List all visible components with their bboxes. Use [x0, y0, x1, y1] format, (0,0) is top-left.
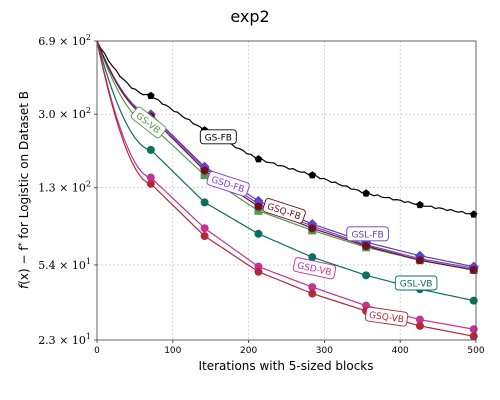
series-label-gs-vb: GS-VB	[130, 106, 167, 139]
x-tick-label: 300	[316, 346, 333, 356]
series-label-gsd-fb: GSD-FB	[206, 171, 250, 197]
series-line-gsl-fb	[96, 40, 474, 268]
data-point-gsq-vb	[200, 232, 209, 241]
data-point-gsl-vb	[308, 253, 317, 262]
series-line-gsq-fb	[96, 40, 474, 271]
series-label-box	[262, 198, 306, 224]
series-markers	[145, 91, 479, 341]
series-label-box	[199, 129, 237, 145]
data-point-gsq-fb	[254, 202, 263, 211]
series-label-text: GSL-VB	[400, 280, 433, 290]
data-point-gs-fb	[416, 200, 424, 209]
data-point-gsd-vb	[146, 173, 155, 182]
x-tick-label: 500	[467, 346, 484, 356]
y-axis-label-rest: for Logistic on Dataset B	[17, 91, 31, 242]
y-tick-exponent: 1	[86, 332, 91, 341]
y-axis-label-star: *	[17, 242, 26, 246]
data-point-gsl-vb	[362, 271, 371, 280]
y-tick-label: 1.3 × 102	[38, 180, 91, 195]
data-point-gsd-vb	[200, 224, 209, 233]
y-tick-times: × 10	[56, 259, 86, 272]
data-point-gsl-vb	[146, 145, 155, 154]
chart-title: exp2	[230, 7, 269, 26]
data-point-gsq-vb	[415, 321, 424, 330]
series-label-gsq-vb: GSQ-VB	[364, 306, 409, 327]
series-label-box	[130, 106, 167, 139]
x-tick-label: 400	[392, 346, 409, 356]
data-point-gsq-fb	[362, 242, 371, 251]
x-axis-label: Iterations with 5-sized blocks	[199, 359, 374, 373]
y-tick-times: × 10	[56, 334, 86, 347]
y-tick-mantissa: 6.9	[38, 35, 56, 48]
series-label-box	[364, 306, 409, 327]
y-tick-label: 6.9 × 102	[38, 33, 91, 48]
data-point-gsd-vb	[308, 283, 317, 292]
series-line-gsq-vb	[96, 40, 474, 337]
y-tick-label: 3.0 × 102	[38, 106, 91, 121]
data-point-gs-vb	[254, 206, 263, 215]
series-label-gs-fb: GS-FB	[199, 129, 237, 145]
plot-frame	[96, 40, 477, 341]
data-point-gs-fb	[147, 91, 155, 99]
series-label-text: GSQ-VB	[368, 311, 404, 326]
series-label-box	[394, 275, 438, 291]
series-line-gs-fb	[96, 40, 474, 215]
series-label-text: GS-FB	[205, 133, 232, 143]
data-point-gsq-fb	[469, 265, 478, 274]
data-point-gs-fb	[254, 155, 263, 163]
y-tick-exponent: 2	[86, 33, 91, 42]
data-point-gsq-vb	[254, 267, 263, 276]
data-point-gsq-fb	[308, 224, 317, 233]
y-axis-label-f: f	[17, 283, 31, 289]
y-axis-label: f(x) − f* for Logistic on Dataset B	[17, 91, 32, 289]
data-point-gsq-fb	[415, 256, 424, 265]
x-axis-ticks: 0 100 200 300 400 500	[94, 340, 485, 356]
data-point-gsq-vb	[146, 179, 155, 188]
y-tick-mantissa: 1.3	[38, 182, 56, 195]
data-point-gsd-vb	[415, 315, 424, 324]
data-point-gsl-vb	[254, 229, 263, 238]
x-tick-label: 200	[240, 346, 257, 356]
y-tick-mantissa: 3.0	[38, 108, 56, 121]
series-label-gsl-vb: GSL-VB	[394, 275, 438, 291]
data-point-gs-vb	[200, 171, 209, 180]
series-label-text: GSL-FB	[352, 230, 384, 240]
y-tick-label: 2.3 × 101	[38, 332, 91, 347]
series-line-gsd-vb	[96, 40, 474, 330]
y-tick-times: × 10	[56, 182, 86, 195]
y-tick-exponent: 2	[86, 180, 91, 189]
series-labels: GS-FBGS-VBGSL-FBGSD-FBGSQ-FBGSL-VBGSD-VB…	[130, 106, 438, 327]
series-label-box	[206, 171, 250, 197]
y-tick-exponent: 2	[86, 106, 91, 115]
y-tick-mantissa: 2.3	[38, 334, 56, 347]
data-point-gs-fb	[308, 171, 317, 179]
y-tick-times: × 10	[56, 108, 86, 121]
data-point-gsq-fb	[200, 166, 209, 175]
data-point-gsd-vb	[469, 325, 478, 334]
data-point-gsl-vb	[200, 198, 209, 207]
y-tick-label: 5.4 × 101	[38, 257, 91, 272]
series-line-gs-vb	[96, 40, 474, 271]
grid-lines	[96, 40, 477, 341]
data-point-gsl-vb	[469, 296, 478, 305]
series-label-box	[292, 257, 337, 280]
y-axis-label-mid: (x) − f	[17, 246, 31, 285]
x-tick-label: 0	[94, 346, 100, 356]
x-tick-label: 100	[164, 346, 181, 356]
series-line-gsd-fb	[96, 40, 474, 269]
series-label-box	[346, 226, 389, 242]
series-label-gsl-fb: GSL-FB	[346, 226, 389, 242]
data-point-gsq-vb	[469, 332, 478, 341]
data-point-gsq-vb	[308, 289, 317, 298]
y-tick-mantissa: 5.4	[38, 259, 56, 272]
y-tick-times: × 10	[56, 35, 86, 48]
data-point-gs-fb	[362, 189, 370, 197]
y-tick-exponent: 1	[86, 257, 91, 266]
